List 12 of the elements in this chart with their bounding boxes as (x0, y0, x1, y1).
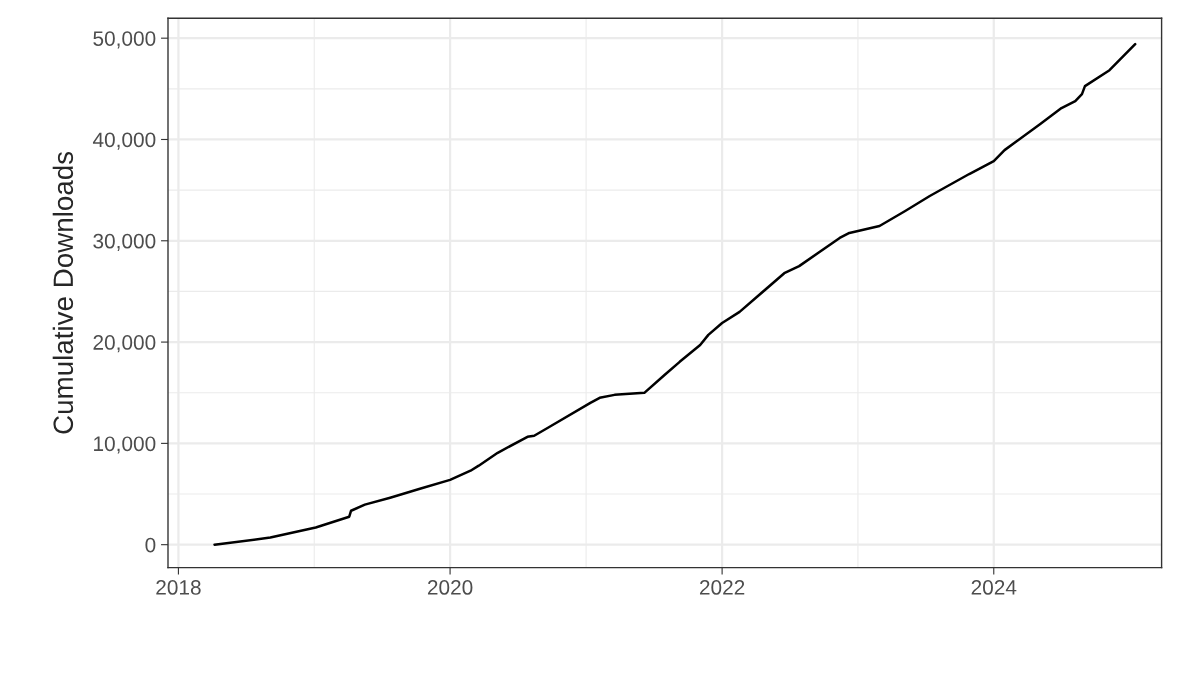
x-tick-label: 2018 (156, 580, 201, 595)
x-tick-label: 2022 (699, 580, 745, 595)
y-tick-label: 0 (145, 537, 156, 553)
y-tick-label: 10,000 (94, 436, 156, 454)
y-axis-title: Cumulative Downloads (52, 151, 74, 434)
y-tick-label: 40,000 (92, 132, 156, 150)
y-tick-label: 20,000 (93, 335, 156, 353)
y-tick-label: 30,000 (93, 233, 156, 251)
line-series (213, 42, 1137, 546)
x-tick-label: 2024 (971, 580, 1017, 595)
x-tick-label: 2020 (427, 580, 473, 595)
y-tick-label: 50,000 (93, 31, 156, 49)
